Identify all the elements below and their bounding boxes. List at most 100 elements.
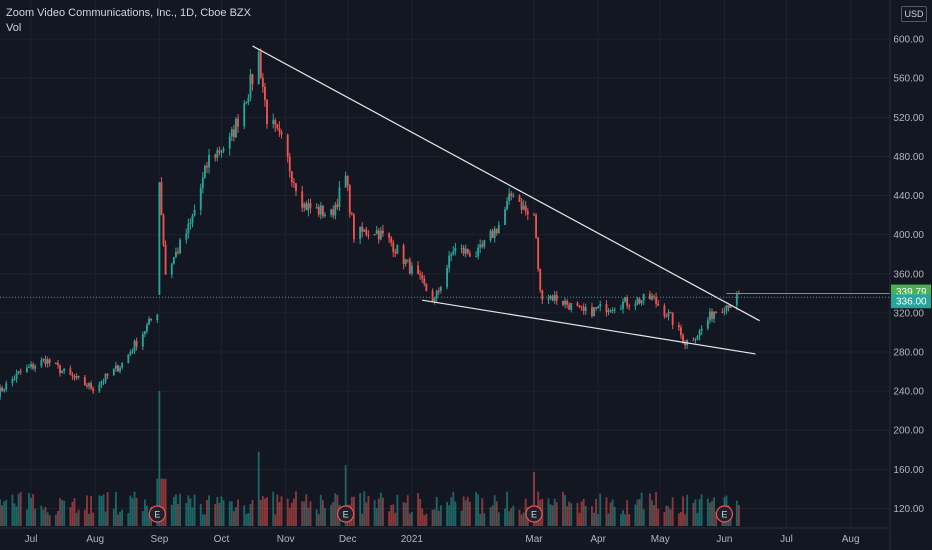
time-tick-label: May: [651, 534, 670, 545]
candle-body: [73, 376, 76, 378]
candle-body: [75, 375, 78, 378]
price-axis[interactable]: 120.00 160.00 200.00 240.00 280.00 320.00 360.…: [889, 0, 931, 550]
time-tick-label: Jul: [25, 534, 38, 545]
candle-body: [648, 293, 651, 300]
volume-bar: [148, 513, 150, 526]
candle-body: [88, 383, 90, 387]
candle-body: [135, 340, 138, 347]
candle-body: [518, 195, 521, 202]
volume-bar: [187, 495, 190, 526]
volume-bar: [626, 500, 629, 526]
candle-body: [562, 300, 564, 305]
volume-bar: [454, 501, 457, 526]
volume-bar: [425, 513, 428, 526]
candle-body: [292, 182, 295, 184]
volume-bar: [83, 509, 86, 526]
volume-bar: [607, 513, 610, 526]
candle-body: [677, 325, 680, 328]
earnings-marker-label: E: [343, 510, 349, 520]
candle-body: [286, 134, 289, 157]
candle-body: [448, 255, 451, 268]
volume-bar: [317, 514, 320, 526]
candle-body: [464, 248, 467, 254]
volume-bar: [1, 505, 4, 526]
volume-bar: [520, 514, 523, 526]
volume-label[interactable]: Vol: [6, 22, 22, 34]
volume-bar: [568, 501, 571, 526]
candle-body: [597, 306, 600, 309]
candle-body: [682, 335, 684, 343]
volume-bar: [700, 494, 703, 526]
candle-body: [272, 120, 275, 124]
volume-bar: [373, 500, 376, 526]
candle-body: [220, 151, 223, 153]
volume-bar: [677, 513, 680, 526]
volume-bar: [69, 507, 72, 526]
volume-bar: [63, 500, 66, 526]
candle-body: [696, 336, 699, 340]
candle-body: [129, 352, 132, 355]
symbol-title[interactable]: Zoom Video Communications, Inc., 1D, Cbo…: [6, 7, 251, 19]
candle-body: [539, 269, 542, 291]
volume-bar: [251, 500, 254, 526]
time-tick-label: Dec: [339, 534, 357, 545]
volume-bar: [392, 504, 395, 526]
volume-bar: [669, 509, 672, 526]
volume-bar: [365, 502, 368, 526]
candle-body: [117, 365, 119, 372]
candle-body: [363, 229, 366, 232]
candle-body: [406, 259, 409, 261]
candle-body: [605, 303, 608, 313]
candle-body: [203, 166, 206, 178]
volume-bar: [206, 499, 208, 526]
volume-bar: [706, 498, 709, 526]
candle-body: [665, 316, 668, 318]
time-axis[interactable]: Jul Aug Sep Oct Nov Dec 2021 Mar Apr May Jun Jul Aug: [0, 527, 890, 545]
price-tick-label: 440.00: [893, 191, 924, 202]
candle-body: [63, 368, 66, 371]
candle-body: [106, 373, 109, 376]
candle-body: [435, 290, 438, 299]
candle-body: [698, 330, 701, 337]
candle-body: [578, 305, 581, 307]
candle-body: [359, 226, 362, 240]
price-tick-label: 240.00: [893, 387, 924, 398]
candle-body: [32, 364, 35, 369]
candle-body: [584, 307, 587, 311]
candle-body: [377, 230, 380, 240]
candle-body: [1, 387, 4, 391]
candle-body: [214, 154, 217, 158]
time-tick-label: Jul: [780, 534, 793, 545]
volume-bar: [319, 494, 322, 526]
time-tick-label: Nov: [277, 534, 295, 545]
volume-bar: [363, 491, 366, 526]
candle-body: [593, 307, 595, 317]
candle-body: [170, 263, 173, 275]
candle-body: [0, 387, 1, 398]
candle-body: [317, 207, 320, 215]
currency-button[interactable]: USD: [901, 6, 927, 22]
volume-bar: [479, 513, 482, 526]
volume-bar: [332, 501, 335, 526]
volume-bar: [518, 509, 521, 526]
candle-body: [446, 267, 449, 288]
volume-bar: [172, 496, 175, 526]
volume-bar: [170, 504, 173, 526]
volume-bar: [208, 495, 210, 526]
volume-bar: [230, 501, 233, 526]
volume-bar: [483, 513, 486, 526]
volume-bar: [653, 505, 655, 526]
time-tick-label: Aug: [842, 534, 860, 545]
volume-bar: [129, 495, 132, 526]
candle-body: [437, 290, 440, 292]
candle-body: [642, 293, 645, 301]
candle-body: [729, 305, 732, 308]
volume-bar: [214, 504, 217, 526]
volume-bar: [222, 500, 225, 526]
candle-body: [479, 244, 482, 248]
volume-bar: [433, 509, 436, 526]
candle-body: [40, 359, 43, 367]
volume-bar: [30, 497, 32, 526]
